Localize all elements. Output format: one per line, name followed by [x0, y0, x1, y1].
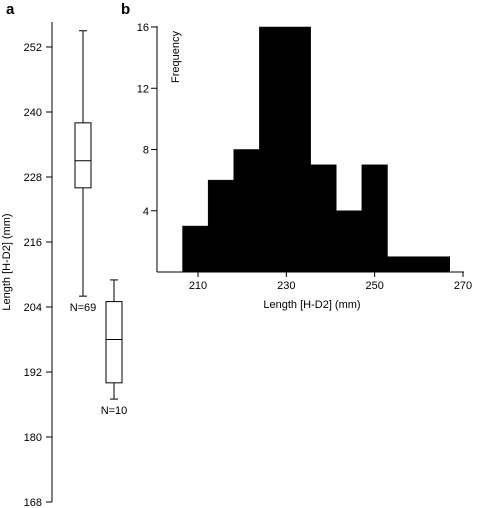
histogram-bar	[310, 164, 337, 273]
boxplot-y-tick-label: 240	[24, 107, 42, 119]
boxplot-y-tick-label: 228	[24, 172, 42, 184]
boxplot-y-tick-label: 180	[24, 432, 42, 444]
boxplot-box	[74, 122, 92, 189]
boxplot-box-group: N=69	[70, 30, 97, 314]
histogram-x-tick-label: 250	[365, 280, 383, 292]
histogram-x-tick-label: 270	[454, 280, 472, 292]
histogram-bar	[361, 164, 388, 273]
histogram-bar	[207, 179, 235, 273]
boxplot-y-tick-label: 216	[24, 237, 42, 249]
histogram-y-tick-label: 4	[143, 206, 149, 218]
histogram-y-tick-label: 8	[143, 145, 149, 157]
boxplot-y-tick-label: 204	[24, 302, 42, 314]
histogram-panel: 4 8 12 16 210 230 250 270 Length [H-D2] (mm) Fr…	[137, 22, 472, 311]
histogram-bar	[387, 256, 451, 273]
histogram-y-axis-label: Frequency	[170, 31, 182, 83]
boxplot-n-label: N=69	[70, 302, 97, 314]
boxplot-box-group: N=10	[101, 279, 128, 417]
boxplot-n-label: N=10	[101, 405, 128, 417]
histogram-bar	[182, 225, 209, 273]
histogram-x-axis-label: Length [H-D2] (mm)	[263, 299, 360, 311]
histogram-x-tick-label: 230	[277, 280, 295, 292]
boxplot-y-tick-label: 192	[24, 367, 42, 379]
boxplot-panel: 168 180 192 204 216 228 240 252 N=69 N=10 Length…	[1, 22, 127, 508]
boxplot-y-tick-label: 252	[24, 42, 42, 54]
boxplot-y-tick-label: 168	[24, 497, 42, 508]
boxplot-box	[105, 301, 123, 384]
panel-b-label: b	[121, 1, 130, 18]
histogram-x-tick-label: 210	[189, 280, 207, 292]
histogram-bar	[335, 210, 363, 273]
histogram-y-tick-label: 16	[137, 22, 149, 34]
histogram-bar	[259, 26, 311, 273]
histogram-bar	[233, 149, 260, 273]
panel-a-label: a	[6, 1, 15, 18]
histogram-y-tick-label: 12	[137, 83, 149, 95]
boxplot-y-axis-label: Length [H-D2] (mm)	[1, 213, 13, 310]
